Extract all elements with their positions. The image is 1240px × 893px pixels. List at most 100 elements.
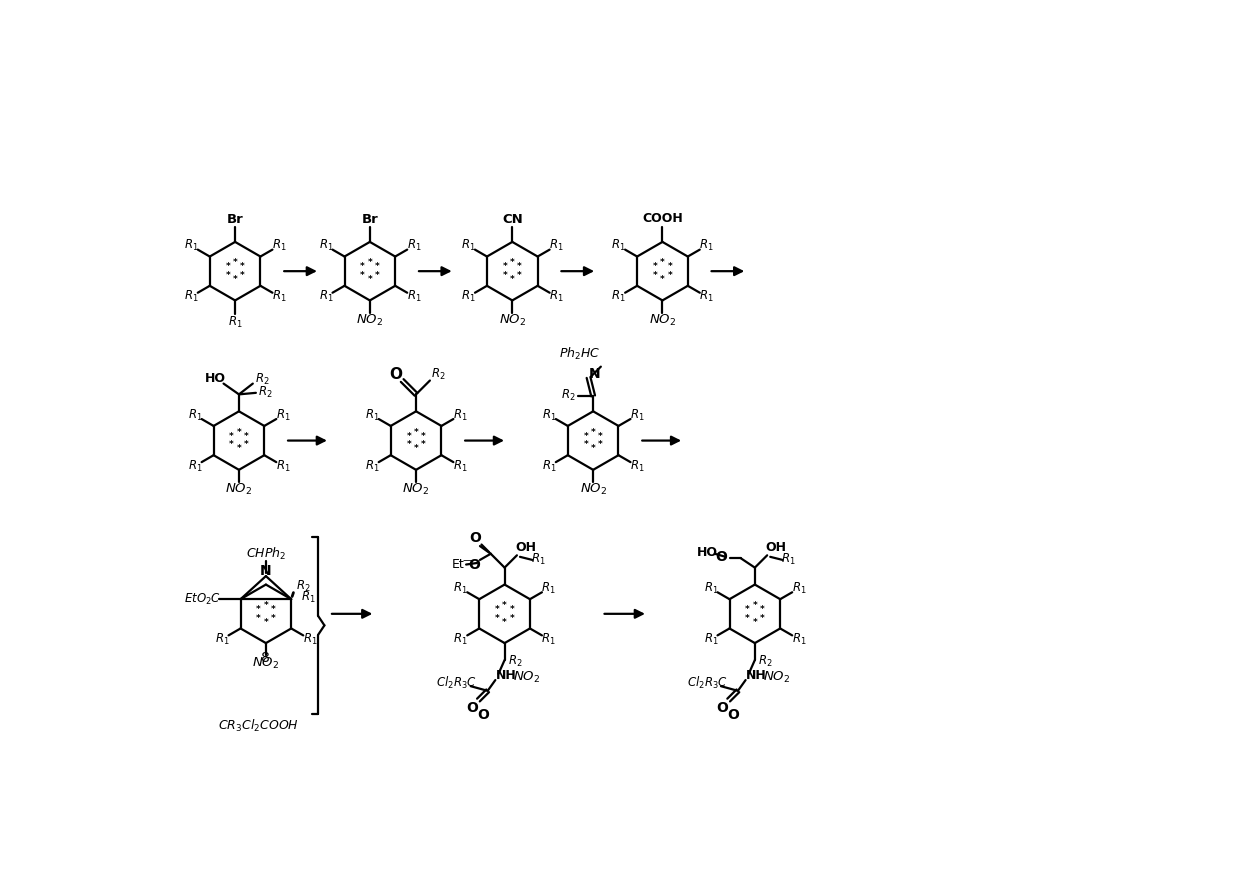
Text: *: * bbox=[667, 263, 672, 271]
Text: *: * bbox=[517, 271, 522, 280]
Text: *: * bbox=[753, 601, 758, 610]
Text: *: * bbox=[760, 613, 765, 622]
Text: *: * bbox=[502, 263, 507, 271]
Text: $R_1$: $R_1$ bbox=[301, 590, 315, 605]
Text: *: * bbox=[414, 445, 418, 454]
Text: $NO_2$: $NO_2$ bbox=[226, 482, 253, 497]
Text: *: * bbox=[360, 271, 365, 280]
Text: *: * bbox=[590, 445, 595, 454]
Text: Br: Br bbox=[362, 213, 378, 226]
Text: *: * bbox=[241, 271, 244, 280]
Text: *: * bbox=[257, 605, 260, 614]
Text: $R_1$: $R_1$ bbox=[184, 238, 198, 254]
Text: *: * bbox=[745, 605, 750, 614]
Text: $R_2$: $R_2$ bbox=[759, 654, 773, 669]
Text: $R_1$: $R_1$ bbox=[407, 289, 422, 305]
Text: *: * bbox=[237, 445, 242, 454]
Text: $R_1$: $R_1$ bbox=[303, 631, 317, 647]
Text: $R_2$: $R_2$ bbox=[432, 367, 445, 382]
Text: $R_1$: $R_1$ bbox=[272, 238, 286, 254]
Text: $R_1$: $R_1$ bbox=[275, 458, 290, 473]
Text: $R_1$: $R_1$ bbox=[699, 289, 714, 305]
Text: $NO_2$: $NO_2$ bbox=[356, 313, 383, 328]
Text: *: * bbox=[495, 613, 500, 622]
Text: *: * bbox=[510, 605, 515, 614]
Text: *: * bbox=[374, 263, 379, 271]
Text: $R_1$: $R_1$ bbox=[365, 407, 379, 422]
Text: *: * bbox=[652, 263, 657, 271]
Text: $R_1$: $R_1$ bbox=[791, 631, 806, 647]
Text: $R_1$: $R_1$ bbox=[319, 238, 334, 254]
Text: *: * bbox=[229, 440, 234, 449]
Text: *: * bbox=[760, 605, 765, 614]
Text: $R_1$: $R_1$ bbox=[781, 553, 796, 567]
Text: $R_1$: $R_1$ bbox=[272, 289, 286, 305]
Text: *: * bbox=[420, 432, 425, 441]
Text: $NO_2$: $NO_2$ bbox=[512, 670, 539, 685]
Text: *: * bbox=[495, 605, 500, 614]
Text: $R_1$: $R_1$ bbox=[461, 289, 476, 305]
Text: OH: OH bbox=[765, 541, 786, 554]
Text: CN: CN bbox=[502, 213, 523, 226]
Text: O: O bbox=[715, 550, 727, 563]
Text: $EtO_2C$: $EtO_2C$ bbox=[184, 592, 221, 606]
Text: *: * bbox=[407, 432, 412, 441]
Text: *: * bbox=[598, 432, 603, 441]
Text: $Ph_2HC$: $Ph_2HC$ bbox=[558, 346, 600, 363]
Text: HO: HO bbox=[697, 546, 718, 559]
Text: O: O bbox=[717, 701, 728, 714]
Text: *: * bbox=[407, 440, 412, 449]
Text: $Cl_2R_3C$: $Cl_2R_3C$ bbox=[687, 675, 728, 691]
Text: *: * bbox=[510, 613, 515, 622]
Text: $R_1$: $R_1$ bbox=[611, 289, 626, 305]
Text: $R_2$: $R_2$ bbox=[508, 654, 523, 669]
Text: $R_1$: $R_1$ bbox=[699, 238, 714, 254]
Text: *: * bbox=[270, 613, 275, 622]
Text: $R_2$: $R_2$ bbox=[562, 388, 575, 404]
Text: *: * bbox=[667, 271, 672, 280]
Text: *: * bbox=[244, 440, 249, 449]
Text: *: * bbox=[590, 428, 595, 437]
Text: *: * bbox=[502, 601, 507, 610]
Text: *: * bbox=[264, 601, 268, 610]
Text: $R_1$: $R_1$ bbox=[703, 580, 718, 596]
Text: *: * bbox=[660, 275, 665, 284]
Text: *: * bbox=[598, 440, 603, 449]
Text: $R_1$: $R_1$ bbox=[549, 238, 564, 254]
Text: $CHPh_2$: $CHPh_2$ bbox=[246, 546, 286, 562]
Text: $CR_3Cl_2COOH$: $CR_3Cl_2COOH$ bbox=[218, 717, 299, 733]
Text: $R_1$: $R_1$ bbox=[542, 580, 556, 596]
Text: $R_1$: $R_1$ bbox=[215, 631, 229, 647]
Text: NH: NH bbox=[496, 669, 517, 682]
Text: *: * bbox=[374, 271, 379, 280]
Text: $R_2$: $R_2$ bbox=[258, 385, 273, 400]
Text: $NO_2$: $NO_2$ bbox=[498, 313, 526, 328]
Text: $NO_2$: $NO_2$ bbox=[579, 482, 606, 497]
Text: $R_1$: $R_1$ bbox=[454, 580, 467, 596]
Text: $R_1$: $R_1$ bbox=[319, 289, 334, 305]
Text: *: * bbox=[420, 440, 425, 449]
Text: $R_2$: $R_2$ bbox=[296, 580, 311, 595]
Text: *: * bbox=[226, 263, 231, 271]
Text: *: * bbox=[584, 432, 588, 441]
Text: $R_1$: $R_1$ bbox=[407, 238, 422, 254]
Text: *: * bbox=[517, 263, 522, 271]
Text: OH: OH bbox=[515, 541, 536, 554]
Text: $R_1$: $R_1$ bbox=[542, 631, 556, 647]
Text: $NO_2$: $NO_2$ bbox=[763, 670, 790, 685]
Text: $R_1$: $R_1$ bbox=[703, 631, 718, 647]
Text: $R_1$: $R_1$ bbox=[184, 289, 198, 305]
Text: *: * bbox=[510, 258, 515, 267]
Text: O: O bbox=[467, 557, 480, 572]
Text: *: * bbox=[270, 605, 275, 614]
Text: O: O bbox=[477, 708, 489, 722]
Text: COOH: COOH bbox=[642, 213, 683, 225]
Text: O: O bbox=[728, 708, 739, 722]
Text: *: * bbox=[229, 432, 234, 441]
Text: $NO_2$: $NO_2$ bbox=[403, 482, 430, 497]
Text: *: * bbox=[226, 271, 231, 280]
Text: *: * bbox=[367, 275, 372, 284]
Text: *: * bbox=[753, 618, 758, 627]
Text: $R_1$: $R_1$ bbox=[549, 289, 564, 305]
Text: *: * bbox=[367, 258, 372, 267]
